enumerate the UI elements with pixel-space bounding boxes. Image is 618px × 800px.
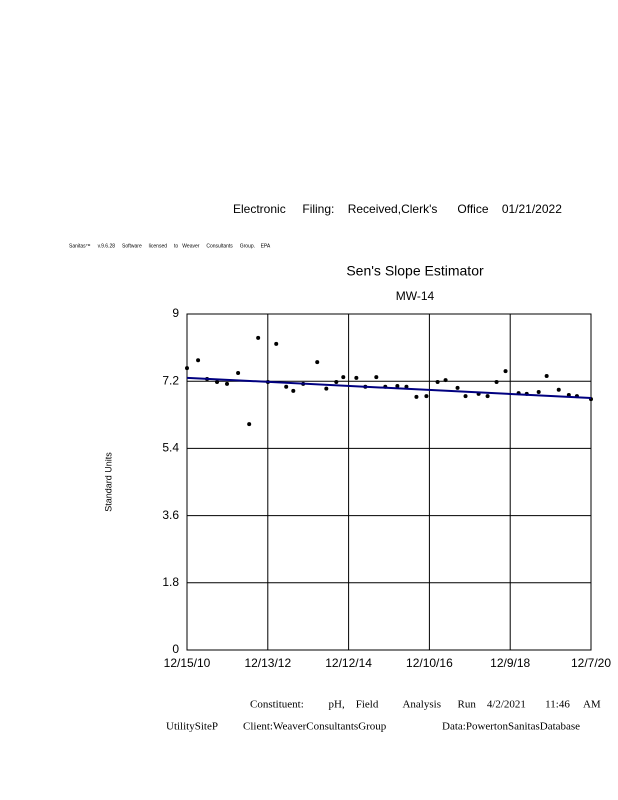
trend-line <box>186 376 592 399</box>
y-tick-label: 5.4 <box>162 441 179 455</box>
data-point <box>414 394 419 399</box>
data-point <box>485 394 490 399</box>
data-point <box>225 381 230 386</box>
data-point <box>455 385 460 390</box>
data-point <box>284 384 289 389</box>
data-point <box>341 375 346 380</box>
y-tick-label: 3.6 <box>162 508 179 522</box>
data-point <box>395 384 400 389</box>
x-tick-label: 12/12/14 <box>325 656 372 670</box>
x-tick-label: 12/9/18 <box>490 656 530 670</box>
run-info: Constituent: pH, Field Analysis Run 4/2/… <box>250 699 601 711</box>
data-point <box>544 373 549 378</box>
client: Client:WeaverConsultantsGroup <box>243 721 387 733</box>
x-tick-label: 12/7/20 <box>571 656 611 670</box>
data-point <box>463 394 468 399</box>
data-point <box>185 366 189 371</box>
data-point <box>247 422 252 427</box>
data-point <box>215 379 220 384</box>
data-point <box>196 358 201 363</box>
data-point <box>536 390 541 395</box>
filing-header: Electronic Filing: Received,Clerk's Offi… <box>233 202 562 216</box>
data-point <box>315 360 320 365</box>
site: UtilitySiteP <box>166 721 218 733</box>
data-point <box>334 379 339 384</box>
data-point <box>324 386 329 391</box>
data-point <box>424 394 429 399</box>
x-tick-label: 12/13/12 <box>244 656 291 670</box>
chart-subtitle: MW-14 <box>396 289 435 303</box>
data-point <box>256 335 261 340</box>
data-point <box>374 375 379 380</box>
data-point <box>354 375 359 380</box>
data-point <box>236 370 241 375</box>
y-tick-label: 1.8 <box>162 575 179 589</box>
software-notice: Sanitas™ v.9.6.28 Software licensed to W… <box>69 243 271 249</box>
plot-frame <box>186 313 592 651</box>
data-point <box>274 341 279 346</box>
data-point <box>443 378 448 383</box>
data-point <box>291 388 296 393</box>
y-tick-label: 9 <box>172 306 179 320</box>
data-point <box>494 379 499 384</box>
data-point <box>503 369 508 374</box>
data-point <box>435 379 440 384</box>
y-axis-label: Standard Units <box>103 452 113 512</box>
y-tick-label: 7.2 <box>162 373 179 387</box>
data-point <box>556 387 561 392</box>
x-tick-label: 12/15/10 <box>164 656 211 670</box>
y-tick-label: 0 <box>172 642 179 656</box>
x-tick-label: 12/10/16 <box>406 656 453 670</box>
database: Data:PowertonSanitasDatabase <box>442 721 580 733</box>
chart-title: Sen's Slope Estimator <box>346 263 484 279</box>
